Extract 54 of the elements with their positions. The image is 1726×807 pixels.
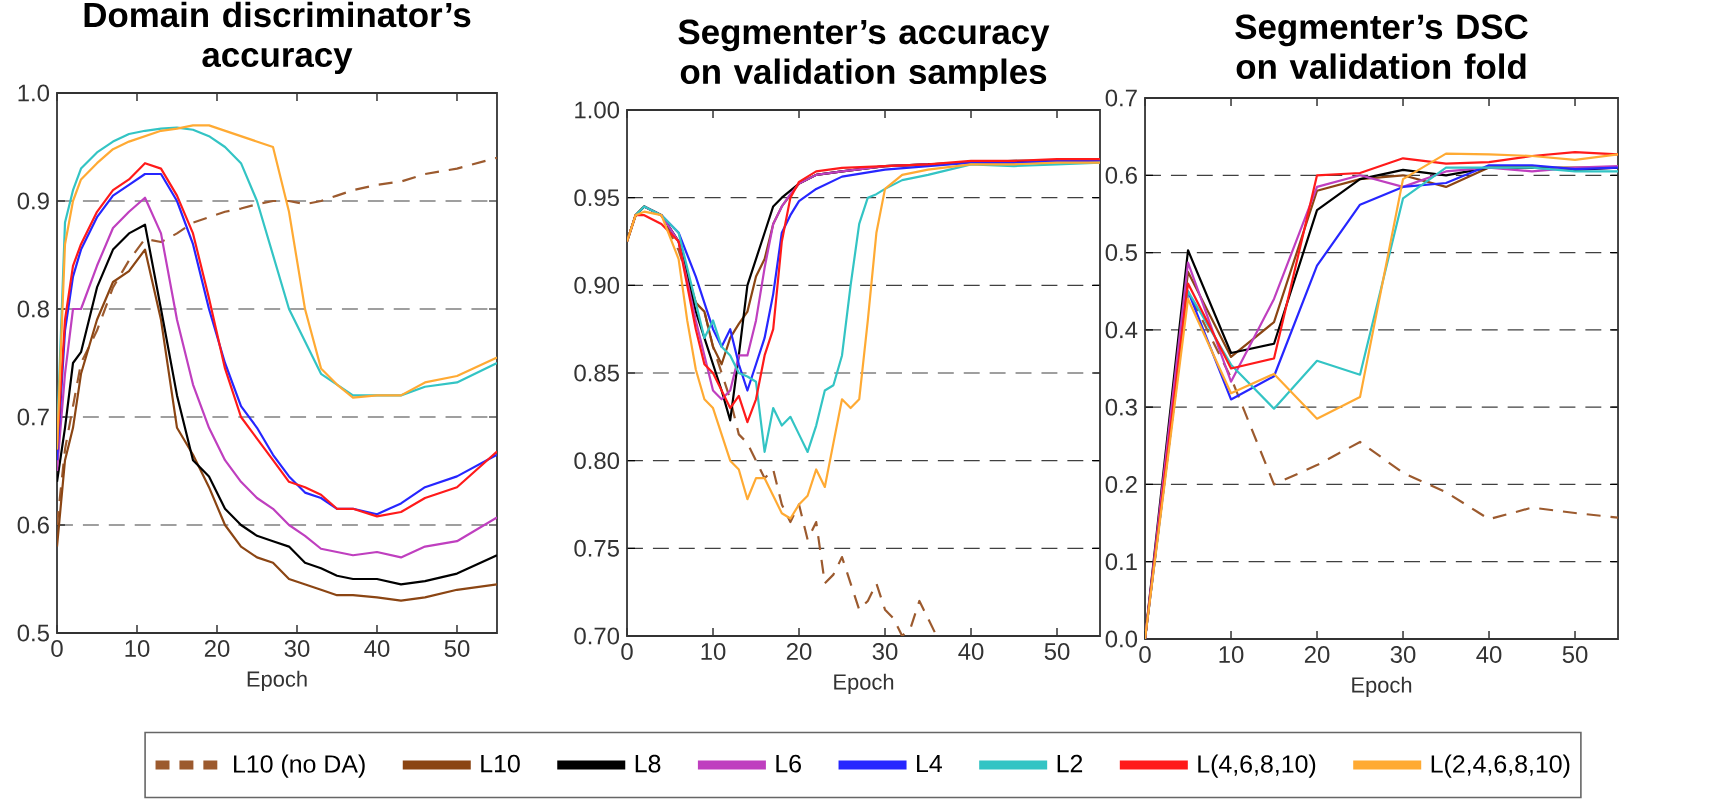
x-axis-title: Epoch (247, 670, 307, 692)
x-tick-label: 10 (701, 643, 726, 660)
x-tick-label: 20 (204, 640, 230, 657)
x-tick-label: 30 (1390, 646, 1416, 663)
y-tick-label: 0.8 (17, 300, 49, 318)
x-tick-label: 0 (1139, 646, 1151, 663)
x-tick-label: 30 (284, 640, 310, 657)
y-tick-label: 0.4 (1105, 321, 1138, 339)
legend-label: L8 (635, 754, 661, 773)
y-tick-label: 1.00 (575, 101, 620, 119)
y-tick-label: 0.3 (1105, 398, 1137, 416)
x-tick-label: 0 (51, 640, 63, 657)
legend-label: L6 (776, 754, 801, 773)
y-tick-label: 0.0 (1105, 630, 1138, 648)
y-tick-label: 0.7 (17, 408, 49, 426)
x-tick-label: 10 (125, 640, 150, 657)
y-tick-label: 0.9 (17, 192, 49, 210)
x-tick-label: 50 (444, 640, 470, 657)
chart-title: Segmenter’s accuracy on validation samples (678, 19, 1050, 92)
x-tick-label: 10 (1219, 646, 1244, 663)
chart-title: Domain discriminator’s accuracy (84, 1, 471, 75)
y-tick-label: 0.6 (17, 516, 49, 534)
x-tick-label: 20 (786, 643, 812, 660)
y-tick-label: 0.5 (1105, 244, 1137, 262)
y-tick-label: 0.95 (574, 189, 619, 207)
y-tick-label: 0.70 (574, 627, 620, 645)
y-tick-label: 0.80 (574, 452, 620, 470)
y-tick-label: 0.75 (574, 539, 619, 557)
legend-label: L4 (917, 754, 942, 773)
y-tick-label: 1.0 (18, 84, 50, 102)
y-tick-label: 0.5 (17, 624, 49, 642)
x-tick-label: 0 (621, 643, 633, 660)
chart-title: Segmenter’s DSC on validation fold (1235, 14, 1528, 80)
y-tick-label: 0.7 (1105, 89, 1137, 107)
x-axis-title: Epoch (834, 673, 894, 695)
y-tick-label: 0.1 (1105, 553, 1137, 571)
x-tick-label: 50 (1562, 646, 1588, 663)
x-axis-title: Epoch (1352, 676, 1412, 698)
y-tick-label: 0.90 (574, 276, 620, 294)
legend-label: L2 (1057, 754, 1083, 773)
legend-label: L10 (no DA) (234, 754, 365, 778)
legend-label: L(2,4,6,8,10) (1431, 754, 1570, 778)
y-tick-label: 0.6 (1105, 166, 1137, 184)
legend-label: L(4,6,8,10) (1198, 754, 1316, 778)
legend-label: L10 (481, 754, 520, 773)
y-tick-label: 0.2 (1105, 475, 1137, 493)
x-tick-label: 50 (1044, 643, 1070, 660)
x-tick-label: 20 (1304, 646, 1330, 663)
x-tick-label: 40 (958, 643, 984, 660)
y-tick-label: 0.85 (574, 364, 619, 382)
line-series (627, 161, 1101, 520)
x-tick-label: 40 (1476, 646, 1502, 663)
x-tick-label: 30 (872, 643, 898, 660)
x-tick-label: 40 (364, 640, 390, 657)
